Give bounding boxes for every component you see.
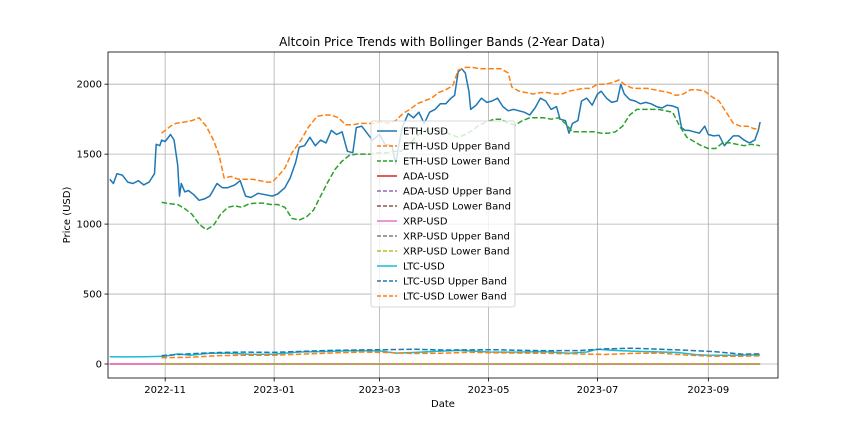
legend-label: XRP-USD Lower Band <box>403 247 510 258</box>
legend-label: LTC-USD <box>403 262 445 273</box>
x-tick-label: 2022-11 <box>144 385 186 396</box>
legend-label: ETH-USD <box>403 127 448 138</box>
y-tick-label: 500 <box>83 290 102 301</box>
x-tick-label: 2023-05 <box>468 385 510 396</box>
y-tick-label: 1500 <box>77 150 102 161</box>
legend-label: ADA-USD Lower Band <box>403 202 511 213</box>
y-tick-label: 1000 <box>77 220 102 231</box>
series-line-ltc-usd-lower-band <box>161 351 761 359</box>
chart-title: Altcoin Price Trends with Bollinger Band… <box>279 35 605 49</box>
y-tick-label: 0 <box>96 360 102 371</box>
y-tick-label: 2000 <box>77 80 102 91</box>
x-axis-ticks: 2022-11 2023-01 2023-03 2023-05 2023-07 2023-… <box>144 378 729 396</box>
x-tick-label: 2023-09 <box>687 385 729 396</box>
legend-label: XRP-USD <box>403 217 448 228</box>
x-tick-label: 2023-07 <box>577 385 619 396</box>
legend-label: LTC-USD Lower Band <box>403 292 507 303</box>
x-axis-label: Date <box>431 399 455 410</box>
series-line-eth-usd <box>109 68 761 202</box>
legend-label: LTC-USD Upper Band <box>403 277 507 288</box>
legend: ETH-USD ETH-USD Upper Band ETH-USD Lower B… <box>370 120 516 308</box>
legend-label: XRP-USD Upper Band <box>403 232 510 243</box>
legend-label: ETH-USD Upper Band <box>403 142 510 153</box>
y-axis-ticks: 0 500 1000 1500 2000 <box>77 80 108 371</box>
legend-box <box>370 120 516 308</box>
series-line-eth-usd-upper-band <box>161 66 761 183</box>
x-tick-label: 2023-03 <box>359 385 401 396</box>
plot-frame <box>107 51 779 379</box>
y-axis-label: Price (USD) <box>62 187 73 244</box>
x-tick-label: 2023-01 <box>253 385 295 396</box>
legend-label: ETH-USD Lower Band <box>403 157 510 168</box>
series-line-ltc-usd-upper-band <box>161 347 761 357</box>
series-line-ltc-usd <box>109 348 761 358</box>
legend-label: ADA-USD <box>403 172 449 183</box>
legend-label: ADA-USD Upper Band <box>403 187 511 198</box>
